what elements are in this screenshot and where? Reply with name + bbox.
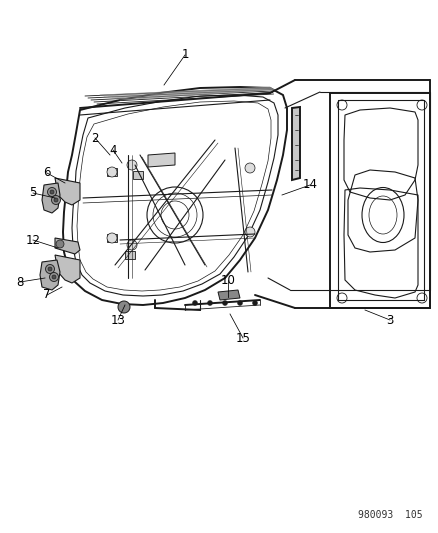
Polygon shape [55,238,80,254]
Circle shape [46,264,54,273]
Circle shape [107,233,117,243]
Circle shape [118,301,130,313]
FancyBboxPatch shape [107,168,117,176]
Circle shape [107,167,117,177]
Polygon shape [148,153,175,167]
Circle shape [48,267,52,271]
Circle shape [52,275,56,279]
Polygon shape [42,183,60,213]
Circle shape [222,301,227,305]
Circle shape [192,301,197,305]
Circle shape [127,160,137,170]
Text: 2: 2 [91,132,99,144]
Polygon shape [55,178,80,205]
Polygon shape [291,107,299,180]
Polygon shape [55,255,80,283]
Circle shape [49,272,58,281]
Text: 15: 15 [235,332,250,344]
Text: 12: 12 [25,233,40,246]
Text: 7: 7 [43,288,51,302]
Text: 4: 4 [109,143,117,157]
Circle shape [54,198,58,202]
Text: 6: 6 [43,166,51,180]
Circle shape [207,301,212,305]
Text: 8: 8 [16,276,24,288]
Circle shape [244,227,254,237]
Polygon shape [218,290,240,300]
Circle shape [56,240,64,248]
Text: 980093  105: 980093 105 [357,510,421,520]
Text: 5: 5 [29,187,37,199]
Circle shape [50,190,54,194]
Text: 10: 10 [220,273,235,287]
Text: 1: 1 [181,49,188,61]
Circle shape [252,301,257,305]
Text: 3: 3 [385,313,393,327]
FancyBboxPatch shape [125,251,135,259]
Polygon shape [40,260,60,290]
FancyBboxPatch shape [107,234,117,242]
Circle shape [127,240,137,250]
Circle shape [47,188,57,197]
FancyBboxPatch shape [133,171,143,179]
Text: 13: 13 [110,313,125,327]
Circle shape [51,196,60,205]
Circle shape [237,301,242,305]
Text: 14: 14 [302,179,317,191]
Circle shape [244,163,254,173]
